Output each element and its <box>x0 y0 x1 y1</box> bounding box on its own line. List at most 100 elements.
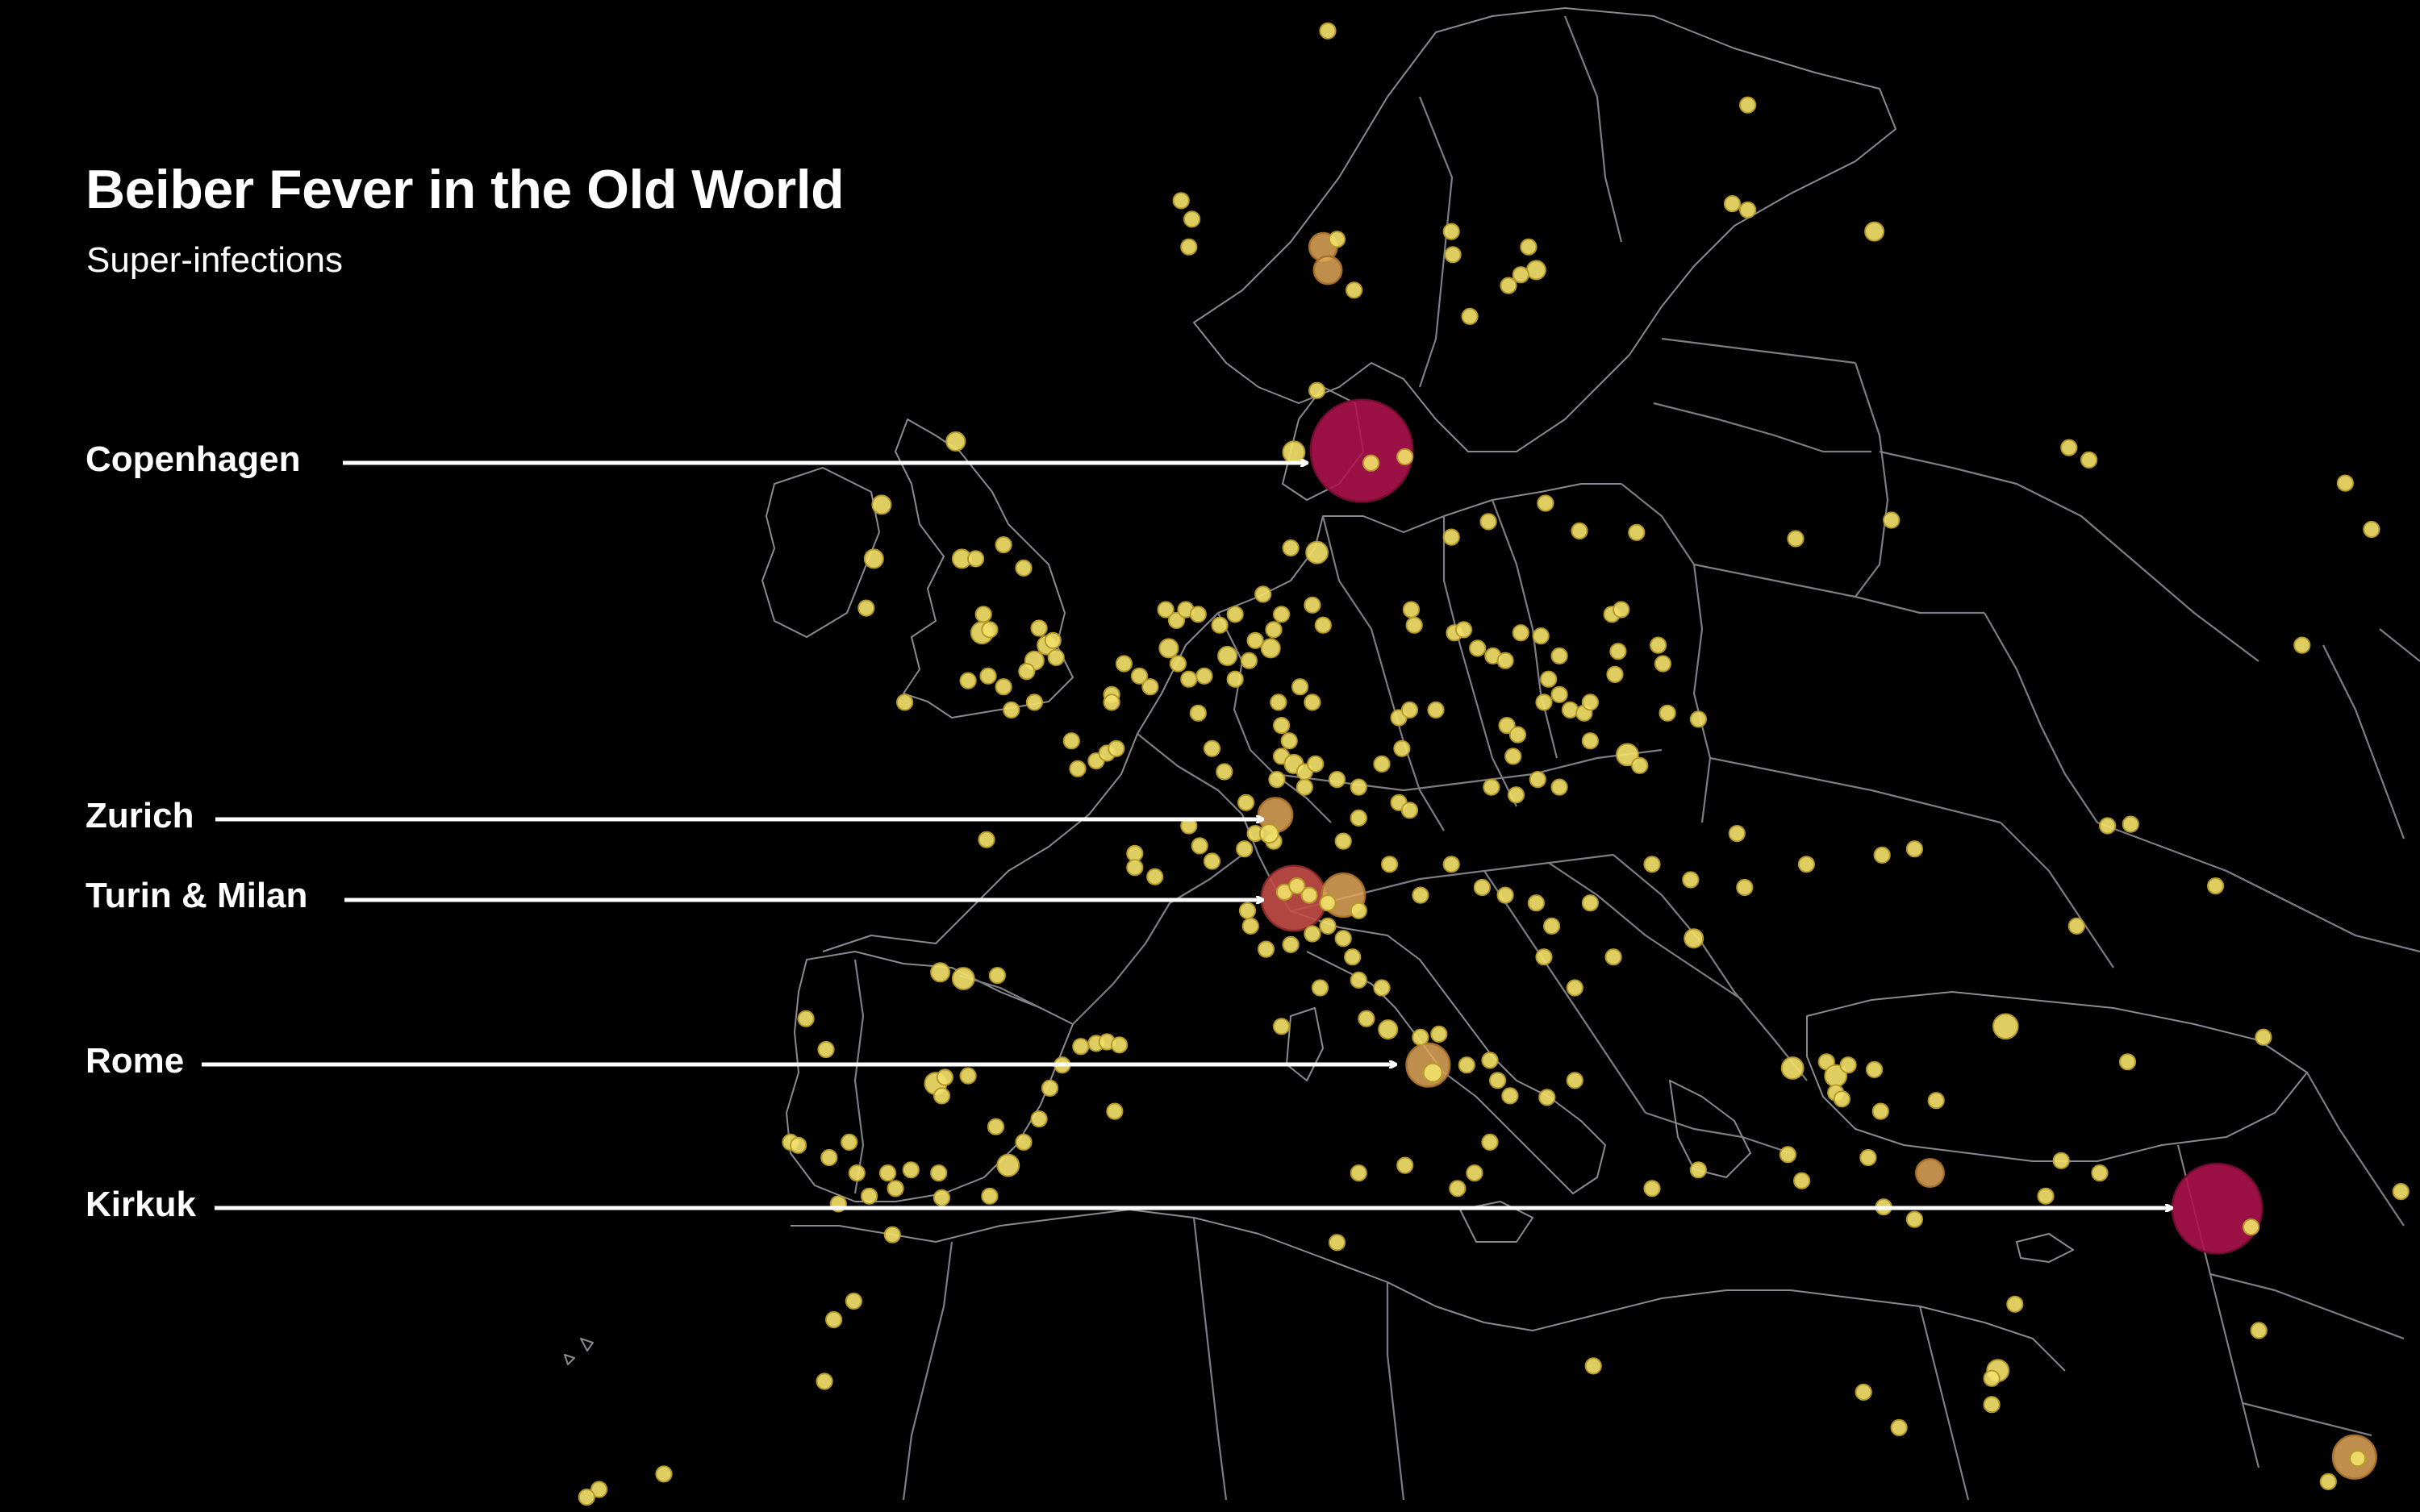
infection-dot <box>1373 979 1391 997</box>
infection-dot <box>1241 917 1259 935</box>
infection-dot <box>1307 755 1325 773</box>
infection-dot <box>1500 277 1517 294</box>
infection-dot <box>1311 979 1329 997</box>
infection-dot <box>1496 652 1514 669</box>
infection-dot <box>1538 1089 1556 1106</box>
infection-dot <box>1280 732 1298 750</box>
infection-dot <box>1855 1383 1872 1402</box>
infection-dot <box>1350 971 1367 989</box>
infection-dot <box>1833 1090 1850 1108</box>
infection-dot <box>1616 743 1639 767</box>
infection-dot <box>1444 246 1462 264</box>
infection-dot <box>1454 621 1473 639</box>
infection-dot <box>2091 1164 2109 1182</box>
infection-dot <box>1126 859 1144 877</box>
infection-dot <box>789 1136 807 1154</box>
infection-dot <box>1238 902 1257 919</box>
infection-dot <box>2060 439 2078 456</box>
infection-dot <box>1183 210 1201 228</box>
infection-dot <box>2207 877 2225 895</box>
infection-dot <box>1396 448 1414 466</box>
infection-dot <box>1684 928 1704 949</box>
infection-dot <box>2243 1218 2260 1236</box>
infection-dot <box>1501 1087 1519 1105</box>
infection-dot <box>1992 1013 2019 1040</box>
infection-dot <box>863 548 884 569</box>
infection-dot <box>1581 732 1600 750</box>
infection-dot <box>1270 694 1287 711</box>
infection-dot <box>883 1226 901 1243</box>
infection-dot <box>1566 979 1583 997</box>
infection-dot <box>1412 1028 1429 1046</box>
infection-dot <box>1273 717 1291 735</box>
infection-dot <box>1237 793 1255 811</box>
infection-dot <box>1650 636 1667 654</box>
infection-dot <box>974 606 992 623</box>
infection-dot <box>1609 643 1627 660</box>
hotspot-dot <box>2171 1162 2264 1255</box>
infection-dot <box>1779 1146 1796 1164</box>
infection-dot <box>1498 717 1516 735</box>
infection-dot <box>1358 1010 1375 1027</box>
infection-dot <box>933 1087 951 1105</box>
infection-dot <box>1654 655 1671 673</box>
callout-label-copenhagen: Copenhagen <box>86 439 301 479</box>
infection-dot <box>930 962 951 983</box>
infection-dot <box>1728 825 1746 843</box>
infection-dot <box>945 431 966 452</box>
infection-dot <box>936 1068 954 1086</box>
infection-dot <box>1535 948 1553 966</box>
infection-dot <box>1258 823 1279 844</box>
infection-dot <box>1308 381 1326 399</box>
infection-dot <box>1540 670 1558 688</box>
infection-dot <box>1328 1234 1346 1252</box>
infection-dot <box>1393 739 1411 757</box>
infection-dot <box>995 536 1012 554</box>
infection-dot <box>825 1310 843 1329</box>
infection-dot <box>1334 930 1352 948</box>
infection-dot <box>959 672 977 689</box>
infection-dot <box>1396 1156 1414 1174</box>
infection-dot <box>1659 704 1676 722</box>
infection-dot <box>1211 616 1229 634</box>
infection-dot <box>1157 601 1175 619</box>
infection-dot <box>1319 917 1337 935</box>
infection-dot <box>2080 451 2098 469</box>
infection-dot <box>1362 454 1380 472</box>
infection-dot <box>1422 1062 1443 1083</box>
infection-dot <box>1566 1072 1583 1089</box>
infection-dot <box>2349 1450 2367 1468</box>
infection-dot <box>1350 809 1367 827</box>
infection-dot <box>995 678 1012 696</box>
infection-dot <box>996 1153 1020 1177</box>
infection-dot <box>845 1292 863 1310</box>
infection-dot <box>817 1040 835 1059</box>
infection-dot <box>1350 778 1367 796</box>
infection-dot <box>981 621 999 639</box>
infection-dot <box>1983 1369 2001 1387</box>
infection-dot <box>1883 511 1901 529</box>
infection-dot <box>1689 1161 1707 1179</box>
infection-dot <box>1141 678 1159 696</box>
infection-dot <box>1780 1056 1805 1080</box>
infection-dot <box>1226 606 1244 623</box>
infection-dot <box>1246 631 1264 649</box>
infection-dot <box>1496 886 1514 904</box>
infection-dot <box>1146 868 1164 885</box>
infection-dot <box>1508 726 1527 744</box>
infection-dot <box>1793 1172 1811 1189</box>
infection-dot <box>1442 223 1460 240</box>
infection-dot <box>1003 701 1020 719</box>
infection-dot <box>1613 601 1630 619</box>
infection-dot <box>1489 1072 1507 1089</box>
infection-dot <box>902 1161 920 1179</box>
infection-dot <box>1030 619 1048 637</box>
infection-dot <box>1273 606 1291 623</box>
infection-dot <box>1314 616 1332 634</box>
infection-dot <box>1479 513 1497 531</box>
infection-dot <box>1927 1092 1945 1110</box>
infection-dot <box>1520 238 1538 256</box>
infection-dot <box>1839 1056 1857 1074</box>
infection-dot <box>1191 837 1208 855</box>
infection-dot <box>1111 1036 1129 1054</box>
